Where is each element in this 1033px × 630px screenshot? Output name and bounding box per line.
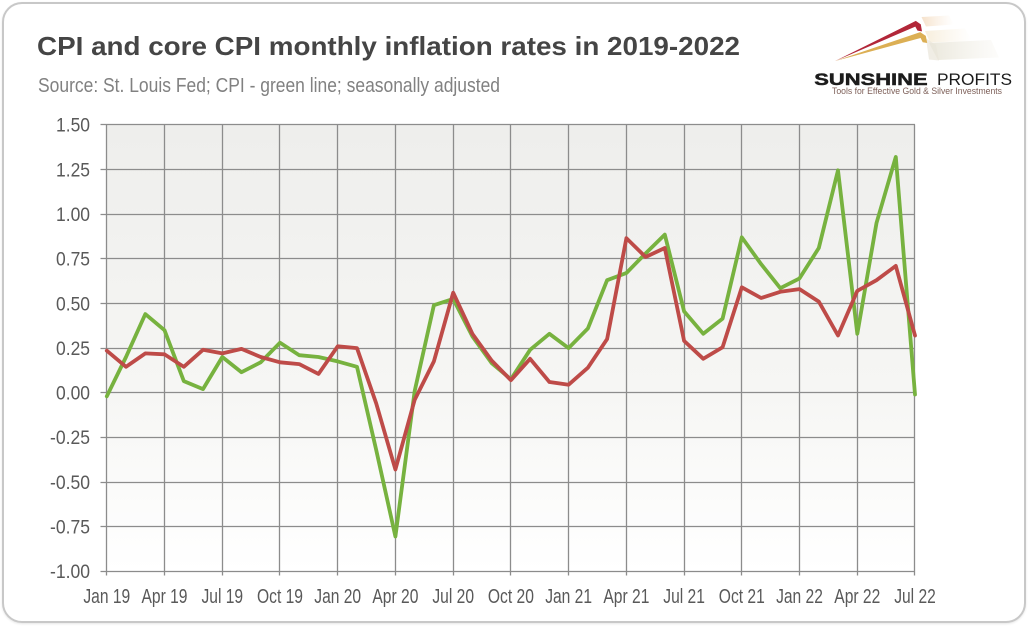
svg-text:0.50: 0.50 — [56, 294, 90, 315]
svg-text:Jan 21: Jan 21 — [545, 586, 592, 608]
svg-text:1.25: 1.25 — [56, 160, 90, 181]
svg-text:Jul 21: Jul 21 — [663, 586, 705, 608]
svg-text:Apr 22: Apr 22 — [834, 586, 880, 608]
svg-text:0.25: 0.25 — [56, 339, 90, 360]
svg-text:Jan 22: Jan 22 — [776, 586, 823, 608]
svg-text:Apr 19: Apr 19 — [142, 586, 188, 608]
svg-text:1.00: 1.00 — [56, 205, 90, 226]
svg-text:Jan 20: Jan 20 — [314, 586, 361, 608]
svg-text:Apr 21: Apr 21 — [603, 586, 649, 608]
svg-text:CPI and core CPI monthly infla: CPI and core CPI monthly inflation rates… — [37, 31, 740, 61]
svg-text:Jan 19: Jan 19 — [83, 586, 130, 608]
svg-text:Oct 20: Oct 20 — [488, 586, 534, 608]
svg-text:Jul 20: Jul 20 — [432, 586, 474, 608]
svg-text:Tools for Effective Gold & Sil: Tools for Effective Gold & Silver Invest… — [832, 86, 1002, 96]
svg-text:-1.00: -1.00 — [50, 562, 90, 583]
svg-text:1.50: 1.50 — [56, 116, 90, 137]
svg-text:-0.50: -0.50 — [50, 473, 90, 494]
svg-text:Oct 21: Oct 21 — [719, 586, 765, 608]
svg-text:-0.25: -0.25 — [50, 428, 90, 449]
svg-text:0.75: 0.75 — [56, 250, 90, 271]
svg-text:PROFITS: PROFITS — [937, 70, 1012, 89]
svg-text:-0.75: -0.75 — [50, 518, 90, 539]
svg-text:Source: St. Louis Fed; CPI - g: Source: St. Louis Fed; CPI - green line;… — [38, 75, 500, 97]
svg-text:Jul 22: Jul 22 — [894, 586, 936, 608]
svg-text:0.00: 0.00 — [56, 384, 90, 405]
svg-text:Oct 19: Oct 19 — [257, 586, 303, 608]
svg-text:Jul 19: Jul 19 — [202, 586, 244, 608]
svg-text:SUNSHINE: SUNSHINE — [814, 70, 927, 89]
svg-text:Apr 20: Apr 20 — [372, 586, 418, 608]
